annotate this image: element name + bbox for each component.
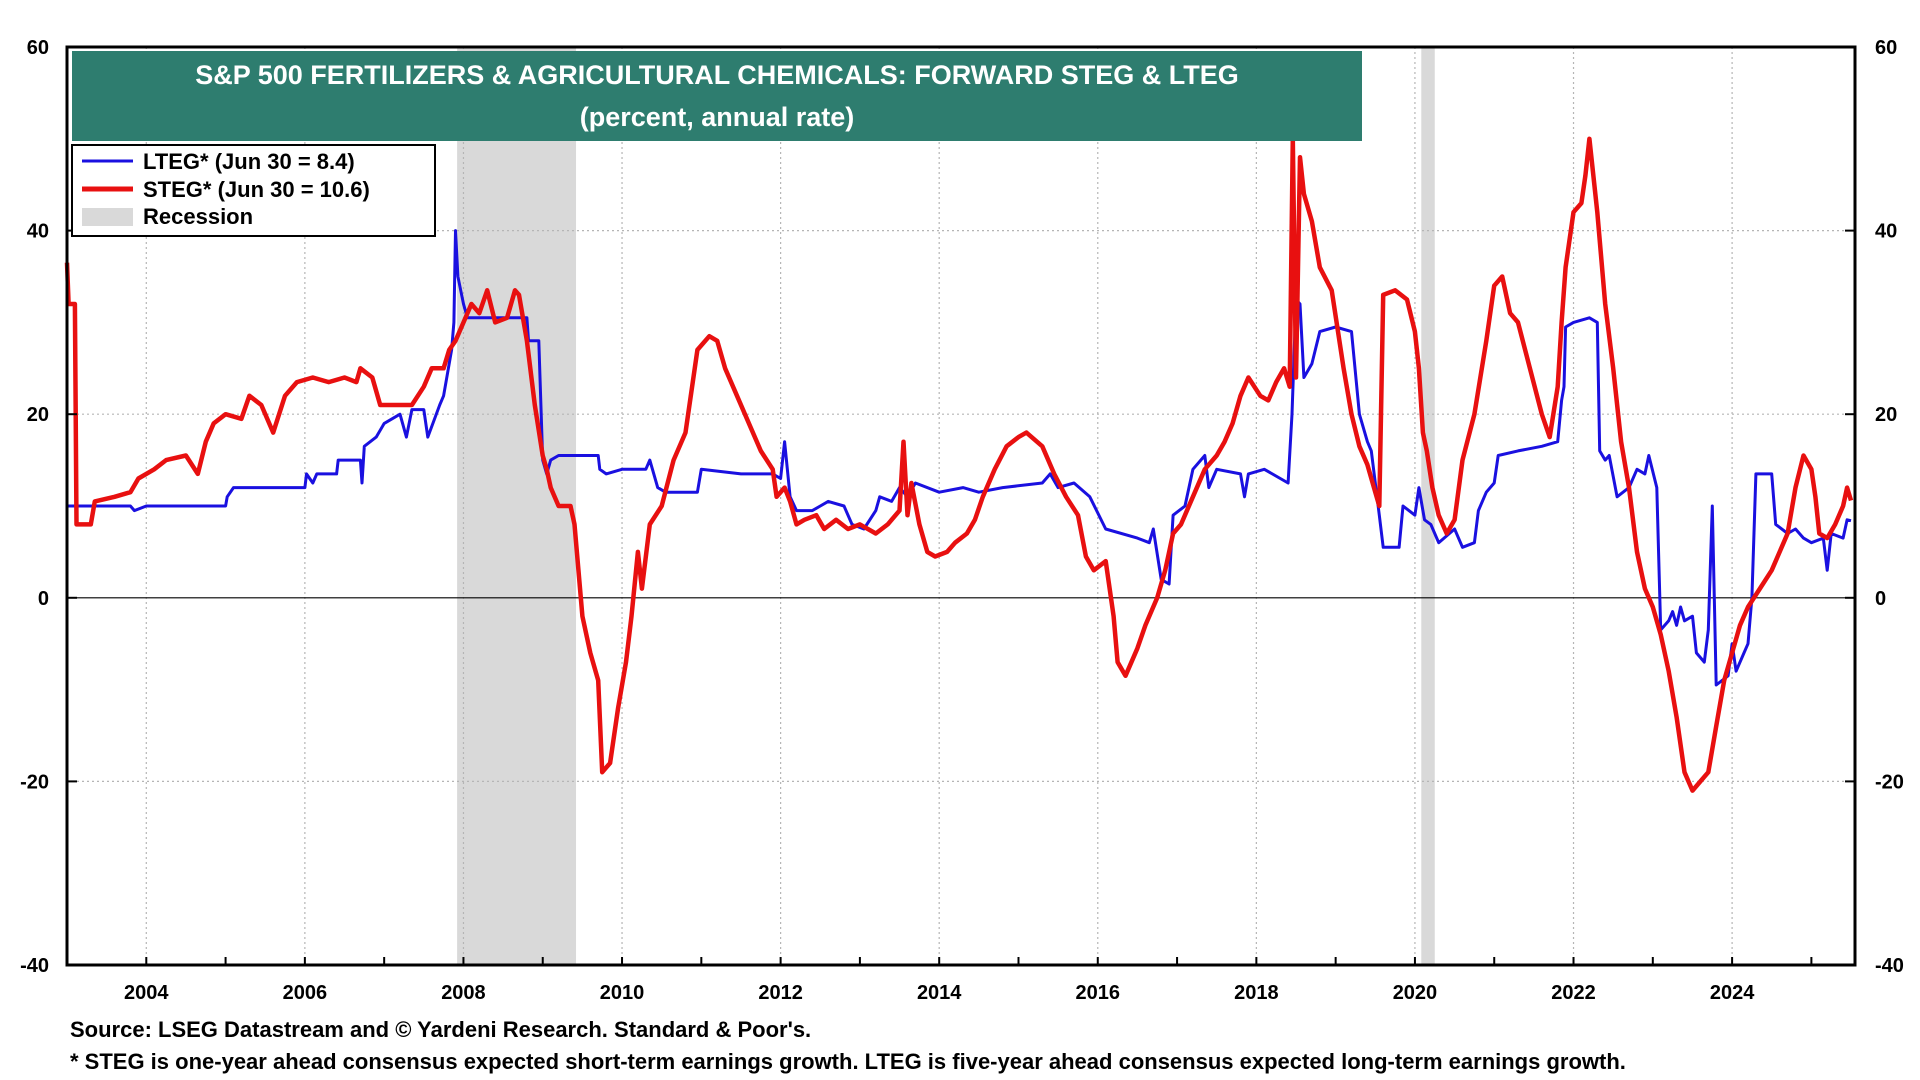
y-tick-left-label: 40 xyxy=(27,221,49,243)
x-tick-label: 2020 xyxy=(1393,982,1438,1004)
legend-label-recession: Recession xyxy=(143,204,253,229)
source-note: Source: LSEG Datastream and © Yardeni Re… xyxy=(70,1017,812,1042)
y-tick-right-label: -40 xyxy=(1875,955,1904,977)
x-tick-label: 2006 xyxy=(283,982,328,1004)
grid xyxy=(67,47,1855,965)
title-box: S&P 500 FERTILIZERS & AGRICULTURAL CHEMI… xyxy=(72,51,1362,141)
legend-label-lteg: LTEG* (Jun 30 = 8.4) xyxy=(143,149,355,174)
y-axis-left: 60 40 20 0 -20 -40 xyxy=(20,37,77,977)
footnote: * STEG is one-year ahead consensus expec… xyxy=(70,1049,1626,1074)
x-tick-label: 2016 xyxy=(1076,982,1121,1004)
lteg-line xyxy=(67,229,1852,687)
recession-band-1 xyxy=(1421,47,1435,965)
y-tick-left-label: 0 xyxy=(38,588,49,610)
y-tick-right-label: 0 xyxy=(1875,588,1886,610)
recession-bands xyxy=(457,47,1435,965)
y-tick-left-label: 60 xyxy=(27,37,49,59)
y-tick-right-label: 40 xyxy=(1875,221,1897,243)
x-tick-label: 2010 xyxy=(600,982,645,1004)
y-tick-left-label: -40 xyxy=(20,955,49,977)
x-tick-label: 2024 xyxy=(1710,982,1755,1004)
x-tick-label: 2022 xyxy=(1551,982,1596,1004)
x-tick-label: 2014 xyxy=(917,982,962,1004)
legend: LTEG* (Jun 30 = 8.4) STEG* (Jun 30 = 10.… xyxy=(71,144,436,237)
x-tick-label: 2012 xyxy=(758,982,803,1004)
legend-swatch-recession xyxy=(82,208,133,226)
x-tick-label: 2004 xyxy=(124,982,169,1004)
y-tick-right-label: 20 xyxy=(1875,404,1897,426)
y-tick-right-label: 60 xyxy=(1875,37,1897,59)
plot-frame xyxy=(65,45,1857,967)
y-axis-right: 60 40 20 0 -20 -40 xyxy=(1845,37,1904,977)
x-axis: 2004 2006 2008 2010 2012 2014 2016 2018 2020 2022… xyxy=(66,957,1813,1004)
y-tick-right-label: -20 xyxy=(1875,771,1904,793)
steg-line xyxy=(64,136,1854,793)
series-lines xyxy=(64,136,1854,793)
title-background xyxy=(72,51,1362,141)
chart-title: S&P 500 FERTILIZERS & AGRICULTURAL CHEMI… xyxy=(195,60,1239,90)
x-tick-label: 2008 xyxy=(441,982,486,1004)
x-tick-label: 2018 xyxy=(1234,982,1279,1004)
chart-subtitle: (percent, annual rate) xyxy=(580,102,855,132)
y-tick-left-label: -20 xyxy=(20,771,49,793)
y-tick-left-label: 20 xyxy=(27,404,49,426)
legend-label-steg: STEG* (Jun 30 = 10.6) xyxy=(143,177,370,202)
